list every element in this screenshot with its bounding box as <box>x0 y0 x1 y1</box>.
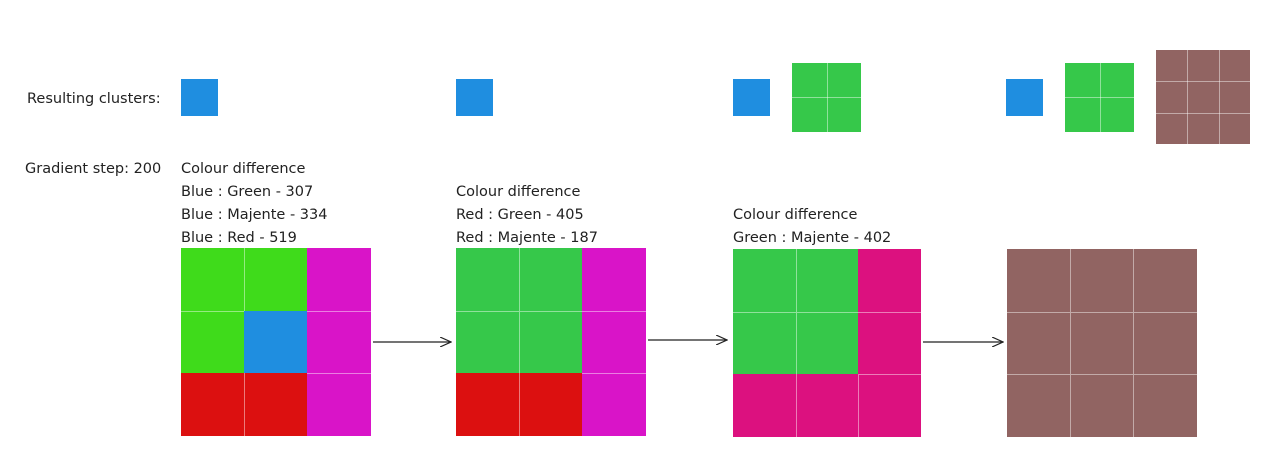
grid-step-4 <box>1007 249 1197 438</box>
grid-cell <box>582 373 646 437</box>
colour-difference-heading: Colour difference <box>181 161 306 177</box>
grid-cell <box>1133 374 1197 438</box>
grid-cell <box>456 310 520 374</box>
gradient-step-label: Gradient step: 200 <box>25 161 162 177</box>
grid-cell <box>733 374 797 438</box>
colour-difference-value: Blue : Majente - 334 <box>181 207 328 223</box>
grid-step-3 <box>733 249 922 438</box>
colour-difference-heading: Colour difference <box>733 207 858 223</box>
colour-difference-value: Red : Green - 405 <box>456 207 584 223</box>
grid-cell <box>733 311 797 375</box>
grid-cell <box>582 310 646 374</box>
cluster-swatch <box>1065 62 1134 132</box>
colour-difference-value: Blue : Red - 519 <box>181 230 297 246</box>
grid-cell <box>307 310 371 374</box>
cluster-swatch <box>733 78 770 116</box>
grid-cell <box>456 373 520 437</box>
colour-difference-value: Blue : Green - 307 <box>181 184 314 200</box>
grid-cell <box>181 310 245 374</box>
grid-cell <box>519 310 583 374</box>
grid-cell <box>795 374 859 438</box>
grid-cell <box>858 374 922 438</box>
grid-cell <box>244 248 308 312</box>
cluster-swatch <box>1006 78 1043 116</box>
grid-cell <box>1133 249 1197 313</box>
grid-cell <box>181 373 245 437</box>
grid-cell <box>1070 311 1134 375</box>
colour-difference-value: Red : Majente - 187 <box>456 230 598 246</box>
cluster-swatch <box>792 62 861 132</box>
grid-cell <box>582 248 646 312</box>
grid-step-1 <box>181 248 371 437</box>
grid-cell <box>858 249 922 313</box>
grid-cell <box>519 373 583 437</box>
grid-cell <box>307 248 371 312</box>
grid-cell <box>1007 374 1071 438</box>
grid-cell <box>181 248 245 312</box>
grid-cell <box>307 373 371 437</box>
grid-cell <box>858 311 922 375</box>
grid-cell <box>1007 249 1071 313</box>
grid-cell <box>1070 249 1134 313</box>
grid-cell <box>1133 311 1197 375</box>
grid-cell <box>733 249 797 313</box>
colour-difference-heading: Colour difference <box>456 184 581 200</box>
grid-step-2 <box>456 248 646 437</box>
grid-cell <box>1007 311 1071 375</box>
grid-cell <box>1070 374 1134 438</box>
cluster-swatch <box>181 78 218 116</box>
colour-difference-value: Green : Majente - 402 <box>733 230 892 246</box>
cluster-swatch <box>456 78 493 116</box>
grid-cell <box>795 249 859 313</box>
grid-cell <box>795 311 859 375</box>
grid-cell <box>456 248 520 312</box>
resulting-clusters-label: Resulting clusters: <box>27 91 161 107</box>
grid-cell <box>244 373 308 437</box>
cluster-swatch <box>1156 50 1250 144</box>
grid-cell <box>244 310 308 374</box>
grid-cell <box>519 248 583 312</box>
